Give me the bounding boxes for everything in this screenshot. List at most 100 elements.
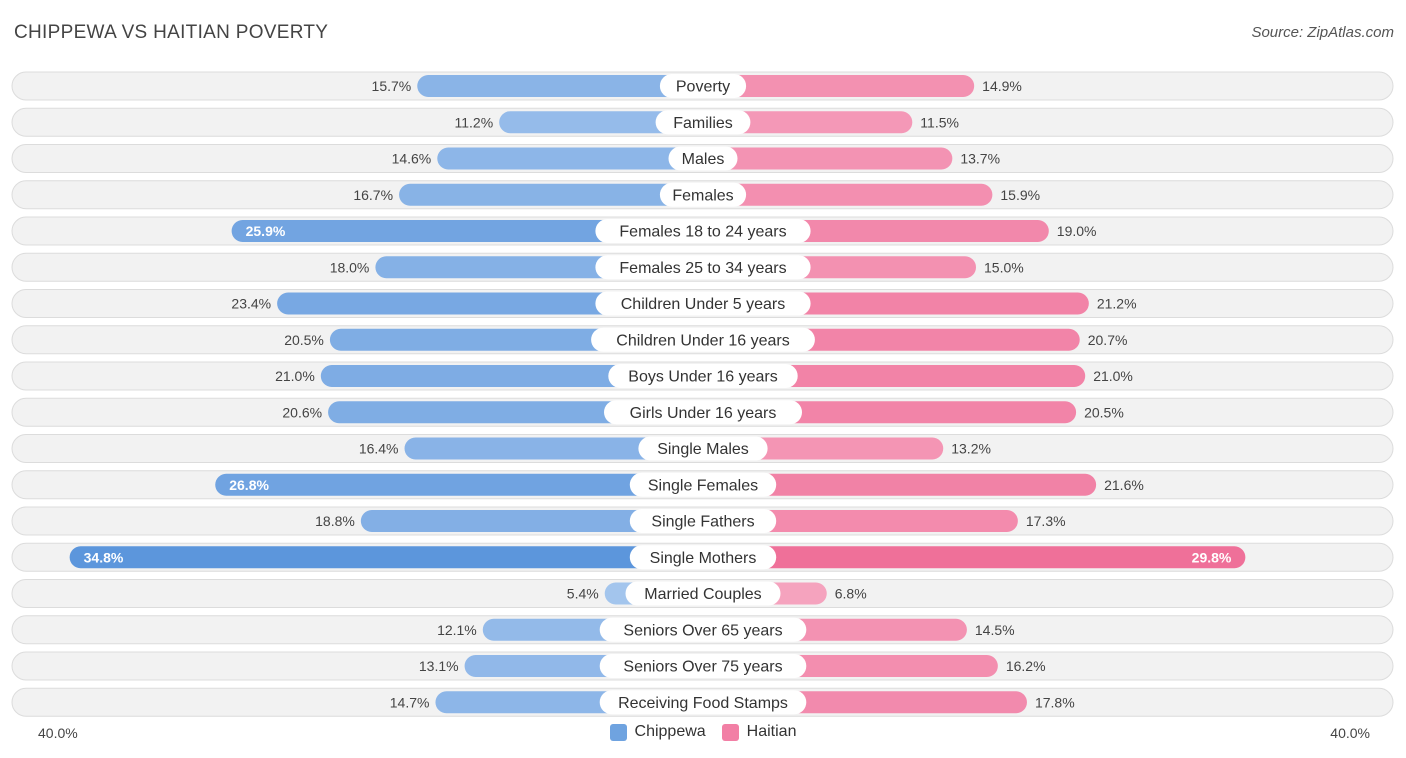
value-haitian-single-males: 13.2% (951, 441, 991, 457)
axis-right-label: 40.0% (1330, 725, 1370, 741)
axis-left-label: 40.0% (38, 725, 78, 741)
category-label-females-18-to-24-years: Females 18 to 24 years (619, 224, 786, 241)
legend-item-haitian[interactable]: Haitian (721, 723, 797, 741)
bar-chippewa-single-males (404, 437, 703, 460)
value-chippewa-females-25-to-34-years: 18.0% (330, 259, 370, 275)
category-pill-children-under-16-years (591, 327, 815, 352)
category-label-children-under-16-years: Children Under 16 years (616, 332, 789, 349)
value-haitian-seniors-over-65-years: 14.5% (975, 622, 1015, 638)
category-label-married-couples: Married Couples (644, 586, 761, 603)
category-label-single-females: Single Females (648, 477, 758, 494)
value-chippewa-families: 11.2% (454, 114, 493, 130)
legend-label-haitian: Haitian (746, 723, 797, 740)
category-label-families: Families (673, 115, 733, 132)
category-pill-married-couples (625, 581, 781, 606)
value-haitian-females: 15.9% (1000, 187, 1040, 203)
value-haitian-girls-under-16-years: 20.5% (1084, 404, 1124, 420)
category-pill-families (655, 110, 751, 135)
legend-swatch-haitian (721, 723, 739, 741)
legend-swatch-chippewa (609, 723, 627, 741)
bar-chippewa-females (399, 183, 703, 206)
category-pill-single-mothers (629, 545, 777, 570)
category-pill-boys-under-16-years (608, 364, 798, 388)
value-chippewa-seniors-over-65-years: 12.1% (437, 622, 477, 638)
category-pill-single-males (638, 436, 768, 461)
bar-haitian-single-females (703, 473, 1097, 496)
bar-chippewa-poverty (417, 75, 703, 97)
category-label-single-fathers: Single Fathers (651, 514, 754, 531)
chart-title: CHIPPEWA VS HAITIAN POVERTY (14, 22, 329, 43)
category-pill-females-25-to-34-years (595, 255, 811, 280)
value-haitian-females-18-to-24-years: 19.0% (1057, 223, 1097, 239)
category-pill-poverty (659, 74, 747, 98)
category-label-females: Females (672, 187, 733, 204)
value-chippewa-single-females: 26.8% (229, 477, 269, 493)
value-chippewa-single-fathers: 18.8% (315, 513, 355, 529)
category-label-seniors-over-65-years: Seniors Over 65 years (623, 622, 782, 639)
bar-chippewa-females-18-to-24-years (231, 220, 703, 242)
legend: Chippewa Haitian (0, 723, 1406, 741)
value-chippewa-males: 14.6% (392, 151, 432, 167)
bar-chippewa-families (499, 111, 703, 134)
category-label-children-under-5-years: Children Under 5 years (621, 296, 786, 313)
value-haitian-poverty: 14.9% (982, 78, 1022, 94)
category-pill-seniors-over-65-years (599, 617, 807, 642)
category-pill-single-fathers (629, 509, 777, 533)
value-chippewa-boys-under-16-years: 21.0% (275, 368, 315, 384)
category-pill-females (659, 182, 747, 207)
value-haitian-males: 13.7% (960, 151, 1000, 167)
category-pill-children-under-5-years (595, 291, 811, 316)
bar-chippewa-males (437, 147, 703, 170)
value-chippewa-children-under-16-years: 20.5% (284, 332, 324, 348)
source-label: Source: ZipAtlas.com (1251, 24, 1394, 41)
bar-haitian-poverty (703, 75, 975, 97)
value-haitian-females-25-to-34-years: 15.0% (984, 259, 1024, 275)
value-haitian-single-mothers: 29.8% (1192, 549, 1232, 565)
category-pill-females-18-to-24-years (595, 219, 811, 243)
value-haitian-families: 11.5% (920, 114, 959, 130)
category-label-receiving-food-stamps: Receiving Food Stamps (618, 695, 788, 712)
category-label-girls-under-16-years: Girls Under 16 years (630, 405, 777, 422)
bar-chippewa-single-fathers (360, 510, 703, 532)
value-chippewa-seniors-over-75-years: 13.1% (419, 658, 459, 674)
value-haitian-single-females: 21.6% (1104, 477, 1144, 493)
legend-item-chippewa[interactable]: Chippewa (609, 723, 706, 741)
bar-haitian-single-fathers (703, 510, 1018, 532)
bar-haitian-families (703, 111, 913, 134)
category-label-poverty: Poverty (676, 79, 730, 96)
category-pill-seniors-over-75-years (599, 654, 807, 678)
value-haitian-single-fathers: 17.3% (1026, 513, 1066, 529)
category-label-single-mothers: Single Mothers (650, 550, 757, 567)
value-haitian-receiving-food-stamps: 17.8% (1035, 694, 1075, 710)
value-haitian-children-under-5-years: 21.2% (1097, 296, 1137, 312)
category-label-seniors-over-75-years: Seniors Over 75 years (623, 659, 782, 676)
category-pill-males (668, 146, 738, 171)
value-chippewa-poverty: 15.7% (372, 78, 412, 94)
value-chippewa-children-under-5-years: 23.4% (231, 296, 271, 312)
value-haitian-children-under-16-years: 20.7% (1088, 332, 1128, 348)
category-pill-receiving-food-stamps (599, 690, 807, 715)
bar-haitian-single-mothers (703, 546, 1246, 569)
value-haitian-married-couples: 6.8% (835, 586, 867, 602)
bar-chippewa-single-mothers (69, 546, 703, 569)
category-pill-single-females (629, 472, 777, 497)
category-pill-girls-under-16-years (604, 400, 802, 425)
category-label-single-males: Single Males (657, 441, 749, 458)
bar-chippewa-children-under-5-years (277, 292, 703, 315)
value-haitian-boys-under-16-years: 21.0% (1093, 368, 1133, 384)
bar-haitian-boys-under-16-years (703, 365, 1086, 387)
value-chippewa-girls-under-16-years: 20.6% (282, 404, 322, 420)
category-label-females-25-to-34-years: Females 25 to 34 years (619, 260, 786, 277)
value-chippewa-females-18-to-24-years: 25.9% (246, 223, 286, 239)
value-chippewa-single-mothers: 34.8% (84, 549, 124, 565)
value-chippewa-receiving-food-stamps: 14.7% (390, 694, 430, 710)
category-label-boys-under-16-years: Boys Under 16 years (628, 369, 777, 386)
bar-chippewa-single-females (215, 473, 704, 496)
value-chippewa-females: 16.7% (353, 187, 393, 203)
bar-chippewa-boys-under-16-years (320, 365, 703, 387)
value-haitian-seniors-over-75-years: 16.2% (1006, 658, 1046, 674)
legend-label-chippewa: Chippewa (634, 723, 706, 740)
bar-haitian-males (703, 147, 953, 170)
category-label-males: Males (682, 151, 725, 168)
